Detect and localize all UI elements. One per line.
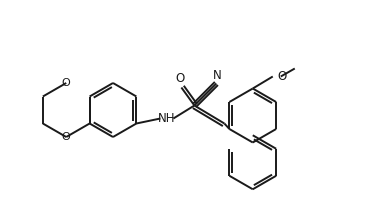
Text: O: O: [62, 78, 70, 88]
Text: O: O: [176, 72, 185, 85]
Text: N: N: [213, 69, 222, 82]
Text: O: O: [278, 70, 287, 83]
Text: NH: NH: [158, 112, 175, 125]
Text: O: O: [62, 132, 70, 142]
